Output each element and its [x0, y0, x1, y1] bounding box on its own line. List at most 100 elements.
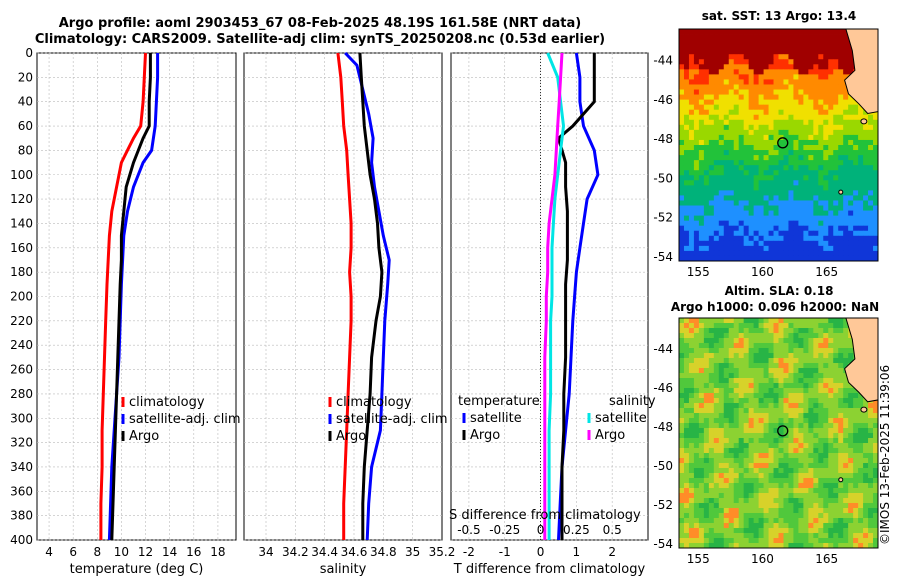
sla-map-cell	[718, 508, 725, 514]
map-lat-tick-label: -50	[653, 459, 673, 473]
sla-map-cell	[748, 508, 755, 514]
sst-map-cell	[713, 69, 720, 75]
sst-map-cell	[723, 64, 730, 70]
sla-map-cell	[708, 393, 715, 399]
sla-map-cell	[753, 418, 760, 424]
sla-map-cell	[718, 503, 725, 509]
sst-map-cell	[773, 165, 779, 171]
sst-map-cell	[783, 29, 789, 35]
sst-map-cell	[688, 39, 695, 45]
sla-map-cell	[698, 498, 705, 504]
sst-map-cell	[703, 39, 710, 45]
sla-map-cell	[798, 483, 804, 489]
sst-map-cell	[733, 74, 740, 80]
sst-map-cell	[843, 64, 849, 70]
sla-map-cell	[743, 448, 750, 454]
sst-map-cell	[863, 150, 869, 156]
sla-map-cell	[793, 498, 799, 504]
series-line-climatology	[99, 52, 147, 540]
sla-map-cell	[758, 353, 764, 359]
sla-map-cell	[743, 538, 750, 544]
sla-map-cell	[828, 323, 834, 329]
sst-map-cell	[733, 215, 740, 222]
sla-map-cell	[833, 363, 839, 369]
sla-map-cell	[868, 453, 874, 459]
sst-map-cell	[708, 119, 715, 126]
sst-map-cell	[748, 114, 755, 121]
sla-map-cell	[718, 518, 725, 524]
sla-map-cell	[823, 533, 829, 539]
sst-map-cell	[803, 99, 809, 106]
sst-map-cell	[683, 119, 690, 126]
sla-map-cell	[708, 433, 715, 439]
sst-map-cell	[803, 129, 809, 136]
sst-map-cell	[833, 145, 839, 151]
sst-map-cell	[783, 155, 789, 161]
sst-map-cell	[793, 235, 799, 242]
sla-map-cell	[768, 338, 774, 344]
sst-map-cell	[873, 170, 879, 176]
sla-map-cell	[698, 493, 705, 499]
sst-map-cell	[803, 215, 809, 222]
sla-map-cell	[848, 408, 854, 414]
sst-map-cell	[838, 134, 844, 141]
map-lon-tick-label: 160	[751, 265, 774, 279]
sla-map-cell	[743, 333, 750, 339]
sst-map-cell	[773, 235, 779, 242]
sla-map-cell	[708, 373, 715, 379]
sst-map-cell	[828, 210, 834, 217]
sst-map-cell	[818, 34, 824, 40]
sst-map-cell	[848, 195, 854, 201]
sla-map-cell	[679, 428, 685, 434]
sla-map-cell	[748, 533, 755, 539]
island	[838, 477, 844, 483]
sla-map-cell	[848, 513, 854, 519]
sst-map-cell	[713, 94, 720, 101]
sst-map-cell	[728, 200, 735, 206]
sla-map-cell	[688, 513, 695, 519]
sst-map-cell	[868, 225, 874, 232]
sst-map-cell	[718, 89, 725, 95]
sla-map-cell	[783, 323, 789, 329]
sla-map-cell	[688, 543, 695, 549]
sla-map-cell	[718, 438, 725, 444]
sst-map-cell	[783, 205, 789, 211]
sla-map-cell	[703, 453, 710, 459]
sla-map-cell	[708, 343, 715, 349]
sst-map-cell	[768, 165, 774, 171]
sla-map-cell	[763, 488, 769, 494]
sst-map-cell	[823, 99, 829, 106]
sst-map-cell	[718, 200, 725, 206]
sla-map-cell	[818, 403, 824, 409]
sla-map-cell	[798, 503, 804, 509]
sst-map-cell	[768, 180, 774, 186]
sst-map-cell	[873, 129, 879, 136]
sst-map-cell	[688, 160, 695, 166]
sst-map-cell	[788, 69, 794, 75]
sla-map-cell	[688, 508, 695, 514]
sst-map-cell	[778, 54, 784, 60]
sla-map-cell	[693, 493, 700, 499]
sla-map-cell	[758, 473, 764, 479]
sla-map-cell	[773, 323, 779, 329]
sla-map-cell	[788, 418, 794, 424]
y-tick-label: 60	[18, 119, 33, 133]
sla-map-cell	[738, 428, 745, 434]
sst-map-cell	[788, 134, 794, 141]
sst-map-cell	[783, 195, 789, 201]
sst-map-cell	[858, 109, 864, 116]
sst-map-cell	[783, 200, 789, 206]
sla-map-cell	[723, 468, 730, 474]
legend-label: Argo	[336, 429, 366, 444]
sla-map-cell	[728, 318, 735, 324]
sla-map-cell	[823, 353, 829, 359]
sst-map-cell	[728, 54, 735, 60]
sla-map-cell	[853, 543, 859, 549]
sla-map-cell	[728, 388, 735, 394]
sst-map-cell	[873, 165, 879, 171]
sla-map-cell	[808, 338, 814, 344]
sst-map-cell	[703, 175, 710, 181]
sla-map-cell	[698, 538, 705, 544]
sla-map-cell	[703, 423, 710, 429]
sst-map-cell	[728, 255, 735, 262]
